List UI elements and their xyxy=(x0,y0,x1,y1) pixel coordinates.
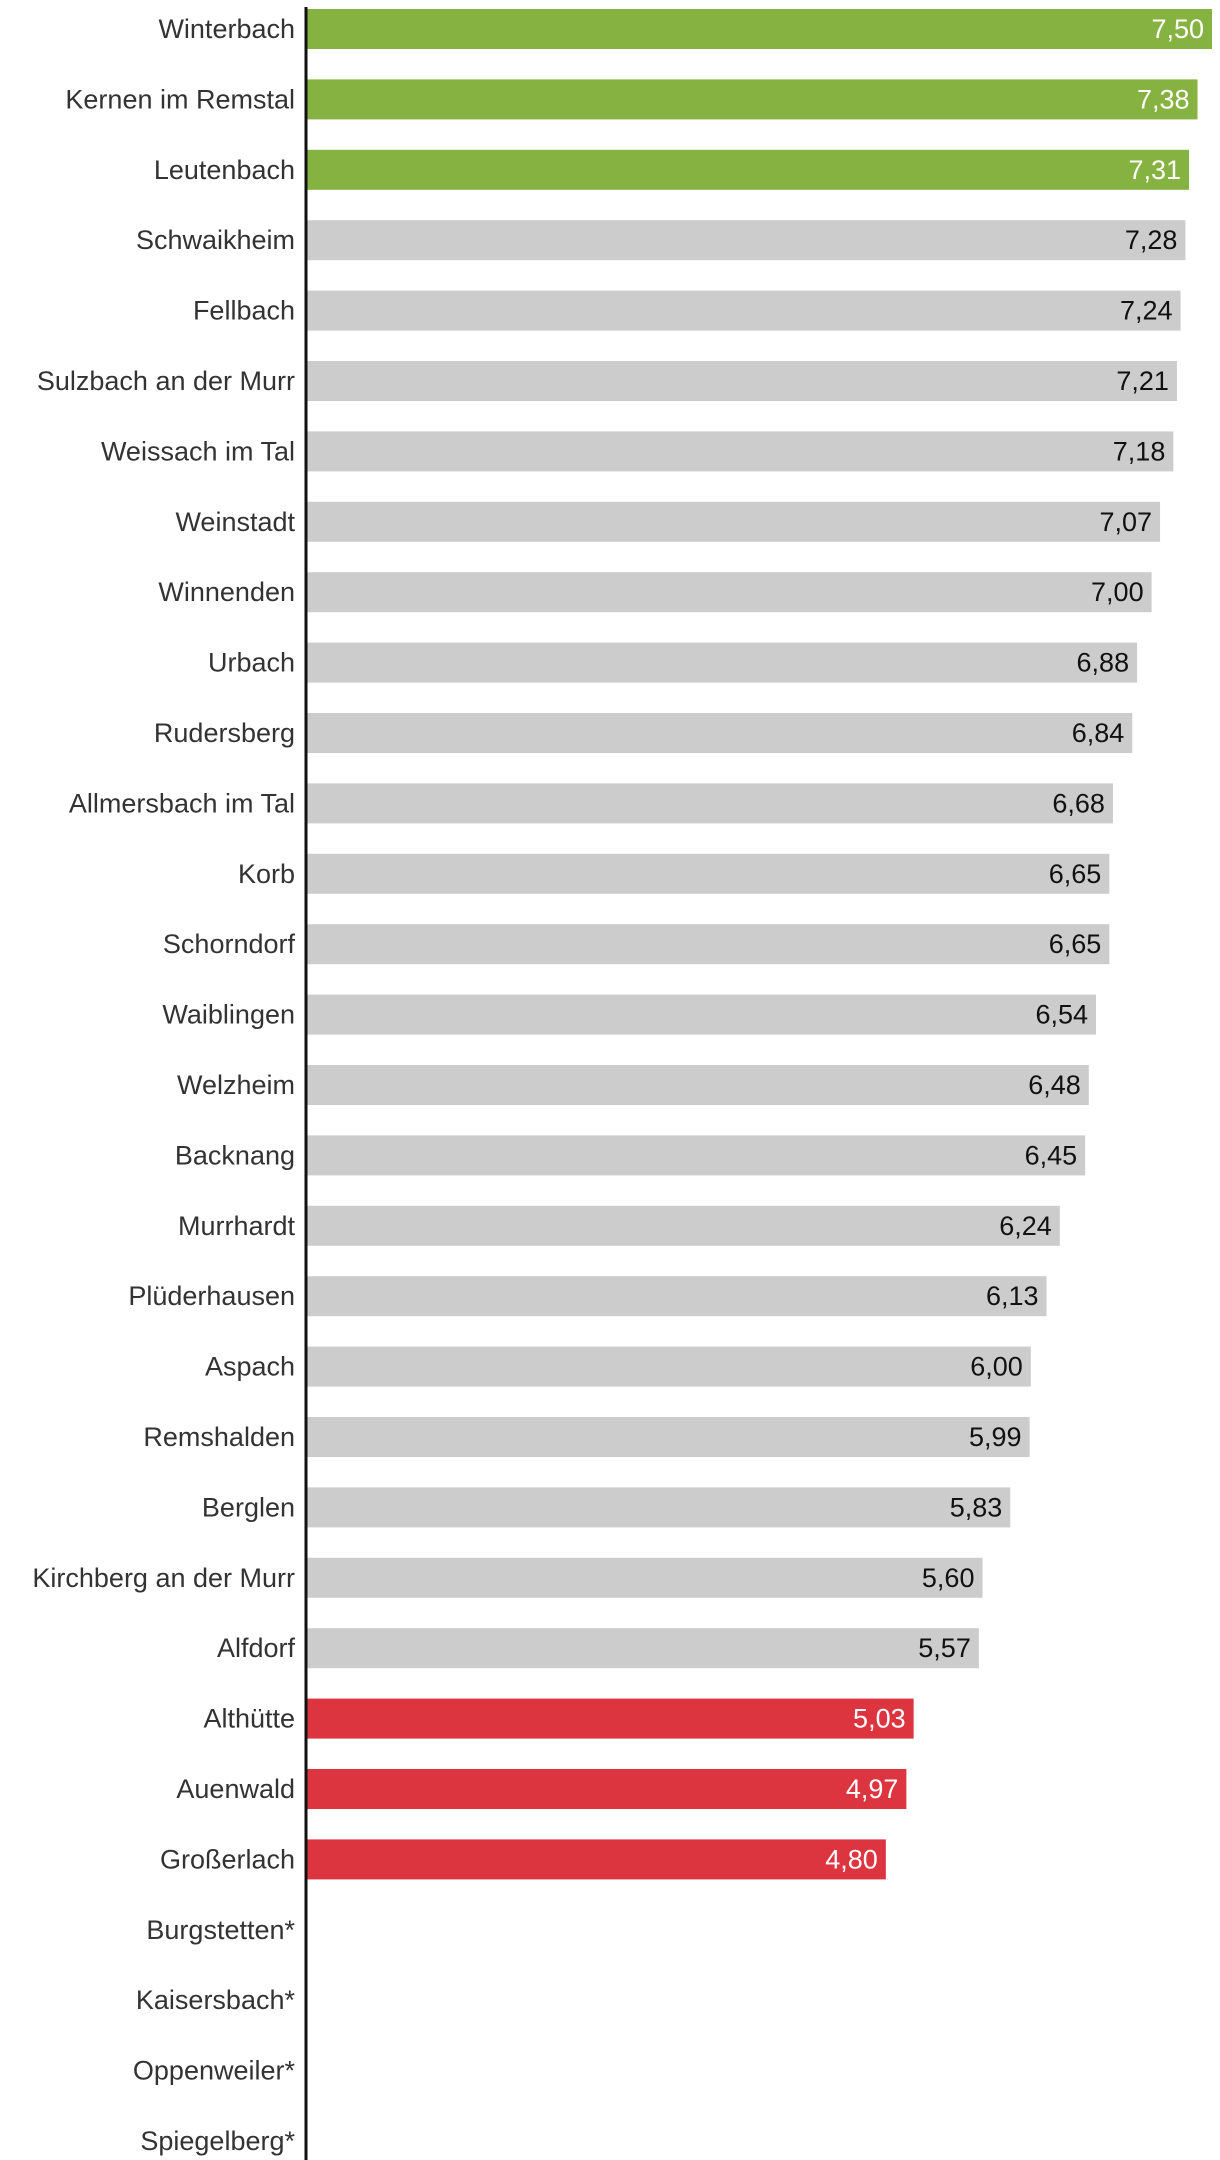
value-label: 5,60 xyxy=(922,1563,975,1593)
category-label: Spiegelberg* xyxy=(140,2126,295,2156)
category-label: Aspach xyxy=(205,1352,295,1382)
value-label: 5,83 xyxy=(950,1492,1003,1522)
category-labels-group: Winterbach Kernen im Remstal Leutenbach Sch… xyxy=(32,14,295,2156)
bar-middle xyxy=(306,572,1152,613)
category-label: Urbach xyxy=(208,648,295,678)
value-label: 5,57 xyxy=(918,1633,971,1663)
value-label: 7,07 xyxy=(1099,507,1152,537)
value-label: 7,31 xyxy=(1128,155,1181,185)
value-label: 6,45 xyxy=(1025,1140,1078,1170)
value-label: 7,38 xyxy=(1137,84,1190,114)
category-label: Fellbach xyxy=(193,296,295,326)
category-label: Murrhardt xyxy=(178,1211,296,1241)
category-label: Oppenweiler* xyxy=(133,2056,296,2086)
value-label: 4,80 xyxy=(825,1844,878,1874)
category-label: Weissach im Tal xyxy=(101,436,295,466)
category-label: Kernen im Remstal xyxy=(65,84,295,114)
bar-bottom xyxy=(306,1839,886,1880)
category-label: Remshalden xyxy=(143,1422,295,1452)
bar-middle xyxy=(306,1065,1089,1105)
value-label: 5,99 xyxy=(969,1422,1022,1452)
value-labels-group: 7,50 7,38 7,31 7,28 7,24 7,21 7,18 7,07 7,00 6,88… xyxy=(825,14,1204,1874)
value-label: 6,65 xyxy=(1049,859,1102,889)
bars-group xyxy=(306,9,1212,1880)
value-label: 6,13 xyxy=(986,1281,1039,1311)
value-label: 7,24 xyxy=(1120,296,1173,326)
category-label: Welzheim xyxy=(177,1070,295,1100)
bar-bottom xyxy=(306,1769,907,1809)
bar-top xyxy=(306,149,1190,190)
value-label: 6,48 xyxy=(1028,1070,1081,1100)
bar-middle xyxy=(306,642,1138,683)
value-label: 6,54 xyxy=(1035,1000,1088,1030)
value-label: 7,28 xyxy=(1125,225,1178,255)
bar-middle xyxy=(306,431,1174,472)
value-label: 5,03 xyxy=(853,1704,906,1734)
category-label: Winterbach xyxy=(158,14,295,44)
bar-middle xyxy=(306,1205,1060,1246)
value-label: 6,84 xyxy=(1072,718,1125,748)
bar-middle xyxy=(306,501,1161,542)
category-label: Schorndorf xyxy=(163,929,296,959)
bar-middle xyxy=(306,713,1133,753)
bar-middle xyxy=(306,924,1110,965)
value-label: 6,68 xyxy=(1052,788,1105,818)
category-label: Allmersbach im Tal xyxy=(69,788,295,818)
bar-middle xyxy=(306,361,1177,401)
category-label: Korb xyxy=(238,859,295,889)
category-label: Schwaikheim xyxy=(136,225,295,255)
bar-top xyxy=(306,9,1212,49)
category-label: Plüderhausen xyxy=(128,1281,295,1311)
category-label: Burgstetten* xyxy=(146,1915,295,1945)
category-label: Berglen xyxy=(202,1492,295,1522)
bar-middle xyxy=(306,220,1186,261)
value-label: 7,21 xyxy=(1116,366,1169,396)
category-label: Kirchberg an der Murr xyxy=(32,1563,295,1593)
bar-middle xyxy=(306,783,1113,824)
category-label: Backnang xyxy=(175,1140,295,1170)
value-label: 7,00 xyxy=(1091,577,1144,607)
bar-bottom xyxy=(306,1698,914,1739)
bar-middle xyxy=(306,1135,1086,1176)
value-label: 6,24 xyxy=(999,1211,1052,1241)
category-label: Althütte xyxy=(203,1704,295,1734)
bar-middle xyxy=(306,290,1181,331)
bar-middle xyxy=(306,1417,1030,1457)
bar-middle xyxy=(306,1346,1031,1387)
category-label: Sulzbach an der Murr xyxy=(37,366,295,396)
value-label: 6,65 xyxy=(1049,929,1102,959)
category-label: Winnenden xyxy=(158,577,295,607)
bar-middle xyxy=(306,853,1110,894)
bar-top xyxy=(306,79,1198,120)
category-label: Leutenbach xyxy=(154,155,295,185)
value-label: 7,18 xyxy=(1113,436,1166,466)
value-label: 6,00 xyxy=(970,1352,1023,1382)
value-label: 7,50 xyxy=(1151,14,1204,44)
category-label: Waiblingen xyxy=(162,1000,295,1030)
bar-middle xyxy=(306,994,1097,1035)
category-label: Großerlach xyxy=(160,1844,295,1874)
category-label: Auenwald xyxy=(176,1774,295,1804)
value-label: 6,88 xyxy=(1077,648,1130,678)
category-label: Rudersberg xyxy=(154,718,295,748)
category-label: Kaisersbach* xyxy=(136,1985,296,2015)
bar-middle xyxy=(306,1628,979,1669)
category-label: Weinstadt xyxy=(175,507,295,537)
value-label: 4,97 xyxy=(846,1774,899,1804)
bar-middle xyxy=(306,1487,1011,1528)
category-label: Alfdorf xyxy=(217,1633,296,1663)
bar-middle xyxy=(306,1557,983,1598)
bar-middle xyxy=(306,1276,1047,1317)
